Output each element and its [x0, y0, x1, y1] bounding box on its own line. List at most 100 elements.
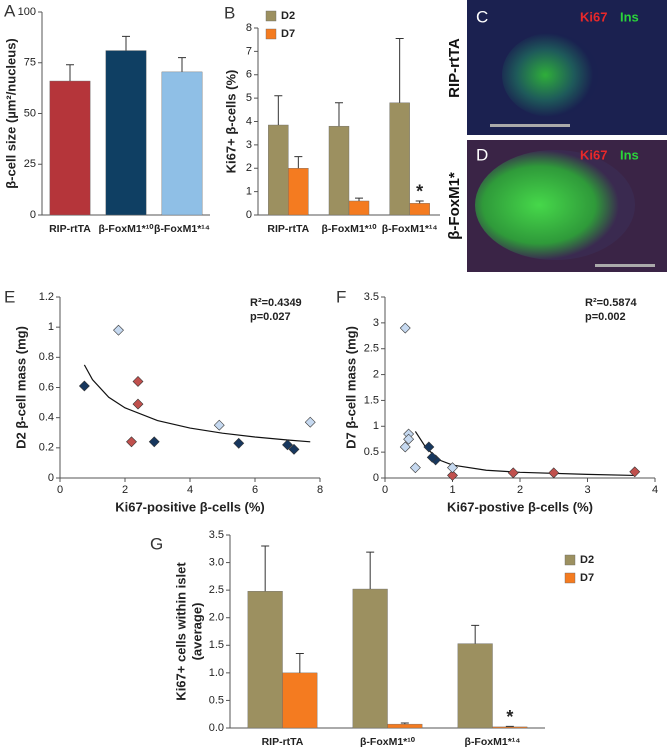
- y-tick-label: 2: [373, 368, 379, 380]
- annotation: R²=0.5874: [585, 297, 638, 309]
- y-tick-label: 2.0: [209, 612, 224, 624]
- y-tick-label: 2: [246, 162, 252, 174]
- point: [233, 437, 245, 449]
- y-tick-label: 0: [48, 472, 54, 484]
- y-tick-label: 0.5: [364, 446, 379, 458]
- error-bar: [295, 653, 304, 673]
- y-tick-label: 0: [30, 209, 36, 221]
- annotation: *: [506, 707, 513, 727]
- point: [426, 451, 438, 463]
- image-d: D Ki67 Ins β-FoxM1*: [446, 140, 667, 272]
- legend-label: D2: [580, 554, 594, 566]
- panel-label: D: [476, 145, 488, 164]
- x-tick-label: β-FoxM1*¹⁴: [465, 736, 521, 748]
- error-bar: [400, 722, 409, 725]
- bar: [328, 125, 350, 216]
- y-tick-label: 1: [373, 420, 379, 432]
- y-axis-label: β-cell size (µm²/nucleus): [3, 38, 18, 189]
- annotation: p=0.002: [585, 311, 626, 323]
- bar: [49, 80, 91, 216]
- x-tick-label: 4: [187, 484, 193, 496]
- y-tick-label: 100: [18, 6, 36, 18]
- y-tick-label: 3.0: [209, 556, 224, 568]
- y-tick-label: 0.5: [209, 694, 224, 706]
- y-tick-label: 3.5: [209, 529, 224, 541]
- x-tick-label: 2: [122, 484, 128, 496]
- panel-label: G: [150, 534, 163, 553]
- point: [399, 322, 411, 334]
- annotation: p=0.027: [250, 311, 291, 323]
- error-bar: [294, 156, 303, 169]
- error-bar: [334, 102, 343, 127]
- error-bar: [66, 64, 74, 82]
- y-tick-label: 0.2: [39, 442, 54, 454]
- y-axis-label: Ki67+ cells within islet: [173, 562, 188, 701]
- y-axis-label: (average): [189, 603, 204, 661]
- y-tick-label: 3: [373, 317, 379, 329]
- x-tick-label: RIP-rtTA: [267, 223, 309, 235]
- panel-label: B: [224, 3, 235, 22]
- point: [78, 380, 90, 392]
- bar: [352, 588, 388, 729]
- y-tick-label: 75: [24, 57, 36, 69]
- bar: [268, 124, 289, 216]
- error-bar: [471, 624, 480, 644]
- y-tick-label: 7: [246, 45, 252, 57]
- y-axis-label: D7 β-cell mass (mg): [343, 326, 358, 449]
- bar: [457, 643, 493, 729]
- x-tick-label: 4: [652, 484, 658, 496]
- y-tick-label: 1: [246, 186, 252, 198]
- y-tick-label: 1.5: [364, 394, 379, 406]
- trend-line: [83, 364, 311, 443]
- x-tick-label: β-FoxM1*¹⁰: [99, 223, 155, 235]
- y-tick-label: 6: [246, 69, 252, 81]
- scale-bar: [490, 124, 570, 127]
- point: [507, 467, 519, 479]
- point: [213, 419, 225, 431]
- legend-label: D7: [281, 28, 295, 40]
- point: [132, 398, 144, 410]
- bar: [282, 672, 318, 729]
- annotation: *: [416, 182, 423, 202]
- y-tick-label: 0: [246, 209, 252, 221]
- bar: [161, 71, 203, 216]
- point: [629, 466, 641, 478]
- y-tick-label: 5: [246, 92, 252, 104]
- x-axis-label: Ki67-positive β-cells (%): [115, 499, 265, 514]
- error-bar: [274, 95, 283, 126]
- point: [113, 324, 124, 336]
- point: [423, 441, 435, 453]
- error-bar: [122, 35, 130, 51]
- point: [288, 443, 300, 455]
- y-tick-label: 0.8: [39, 351, 54, 363]
- x-tick-label: RIP-rtTA: [49, 223, 91, 235]
- point: [304, 416, 316, 428]
- y-tick-label: 1.5: [209, 639, 224, 651]
- bar: [105, 50, 147, 216]
- y-tick-label: 8: [246, 22, 252, 34]
- point: [126, 436, 137, 448]
- error-bar: [415, 200, 424, 204]
- y-tick-label: 50: [24, 107, 36, 119]
- point: [409, 462, 421, 474]
- y-axis-label: D2 β-cell mass (mg): [13, 326, 28, 449]
- y-tick-label: 2.5: [209, 584, 224, 596]
- y-tick-label: 4: [246, 115, 252, 127]
- error-bar: [505, 725, 514, 727]
- y-tick-label: 3.5: [364, 291, 379, 303]
- panel-label: A: [4, 1, 16, 20]
- error-bar: [261, 545, 270, 592]
- error-bar: [178, 57, 186, 72]
- bar: [409, 203, 430, 216]
- bar: [389, 102, 410, 216]
- x-tick-label: RIP-rtTA: [262, 736, 304, 748]
- legend-label: D2: [281, 10, 295, 22]
- x-axis-label: Ki67-postive β-cells (%): [447, 499, 593, 514]
- x-tick-label: β-FoxM1*¹⁰: [322, 223, 378, 235]
- x-tick-label: β-FoxM1*¹⁰: [360, 736, 416, 748]
- islet: [502, 33, 598, 117]
- y-tick-label: 0.4: [39, 412, 54, 424]
- stain-label: Ins: [620, 9, 639, 24]
- image-c: C Ki67 Ins RIP-rtTA: [446, 0, 667, 135]
